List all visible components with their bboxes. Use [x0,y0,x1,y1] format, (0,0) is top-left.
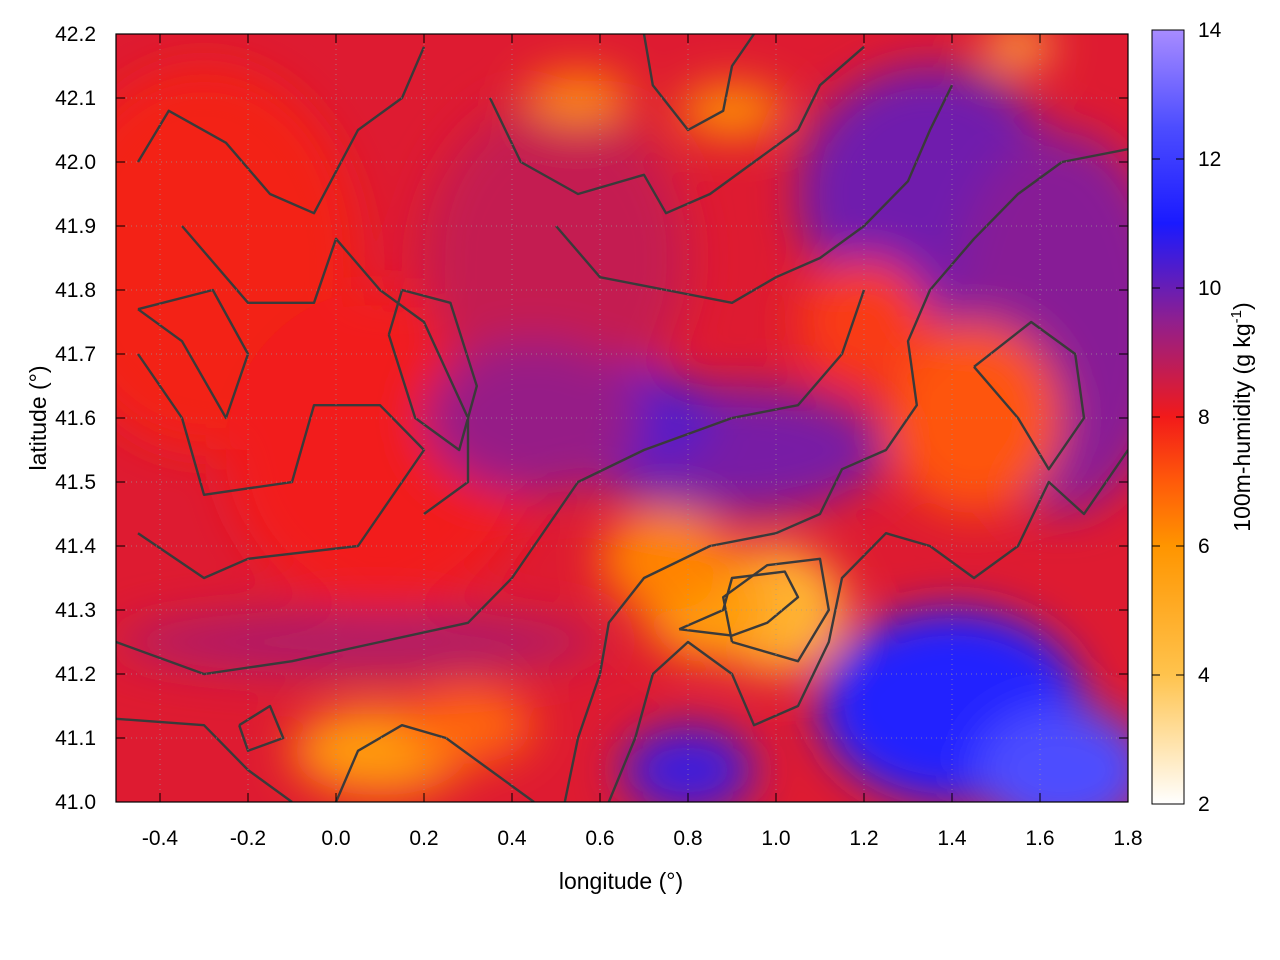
x-tick-label: -0.4 [142,827,179,850]
contour-line [238,704,285,752]
colorbar-title-end: ) [1229,302,1255,310]
colorbar-tick-label: 8 [1198,406,1210,429]
y-tick-label: 42.0 [55,151,96,174]
humidity-field [116,34,1128,802]
colorbar-tick-label: 6 [1198,535,1210,558]
colorbar-title-main: 100m-humidity (g kg [1229,323,1255,531]
contour-line [722,557,830,663]
contour-line [137,353,426,580]
x-axis-title: longitude (°) [559,868,683,894]
colorbar-title: 100m-humidity (g kg-1) [1228,302,1255,531]
y-tick-label: 42.1 [55,87,96,110]
y-axis-title: latitude (°) [25,365,51,470]
x-tick-label: 1.6 [1025,827,1054,850]
contour-line [137,288,250,420]
x-axis-ticks: -0.4 -0.2 0.0 0.2 0.4 0.6 0.8 1.0 1.2 1.4 1.6 1.8 [142,34,1143,850]
field-blob [600,507,732,610]
field-blob [402,686,534,764]
contour-line [488,45,865,215]
y-tick-label: 41.6 [55,407,96,430]
field-blob [424,98,688,418]
y-tick-label: 42.2 [55,23,96,46]
field-blob [886,322,1062,514]
colorbar-tick-label: 2 [1198,793,1210,816]
y-tick-label: 41.2 [55,663,96,686]
x-tick-label: 0.4 [497,827,527,850]
x-tick-label: -0.2 [230,827,266,850]
field-blob [798,258,930,386]
colorbar-tick-label: 12 [1198,148,1221,171]
x-tick-label: 0.0 [321,827,350,850]
y-tick-label: 41.0 [55,791,96,814]
grid-lines [116,34,1128,802]
y-tick-label: 41.5 [55,471,96,494]
x-tick-label: 1.4 [937,827,967,850]
x-tick-label: 1.2 [849,827,878,850]
colorbar-ticks: 2 4 6 8 10 12 14 [1152,19,1222,816]
colorbar-tick-label: 4 [1198,664,1210,687]
contour-line [116,289,866,676]
field-blob [116,610,600,674]
contour-line [181,225,470,515]
contour-line [136,46,426,215]
y-tick-label: 41.1 [55,727,96,750]
y-tick-label: 41.7 [55,343,96,366]
field-blob [679,85,785,137]
contour-line [116,717,293,802]
field-blob [424,341,644,495]
y-axis-ticks: 41.0 41.1 41.2 41.3 41.4 41.5 41.6 41.7 41.8 41.9… [55,23,1128,814]
x-tick-label: 0.6 [585,827,614,850]
field-blob [622,725,754,802]
colorbar-tick-label: 10 [1198,277,1221,300]
contour-lines [116,34,1128,802]
field-blob [525,72,631,124]
contour-line [555,84,954,304]
contour-line [973,320,1086,471]
contour-line [334,724,535,802]
contour-line [607,449,1128,802]
y-tick-label: 41.8 [55,279,96,302]
contour-line [678,570,800,637]
x-tick-label: 0.2 [409,827,438,850]
y-tick-label: 41.3 [55,599,96,622]
y-tick-label: 41.4 [55,535,96,558]
contour-line [563,148,1128,802]
colorbar-tick-label: 14 [1198,19,1222,42]
contour-line [642,34,755,132]
y-tick-label: 41.9 [55,215,96,238]
field-blob [974,706,1128,802]
field-blob [982,34,1054,66]
x-tick-label: 1.0 [761,827,790,850]
x-tick-label: 0.8 [673,827,702,850]
colorbar-title-sup: -1 [1228,310,1245,323]
x-tick-label: 1.8 [1113,827,1142,850]
